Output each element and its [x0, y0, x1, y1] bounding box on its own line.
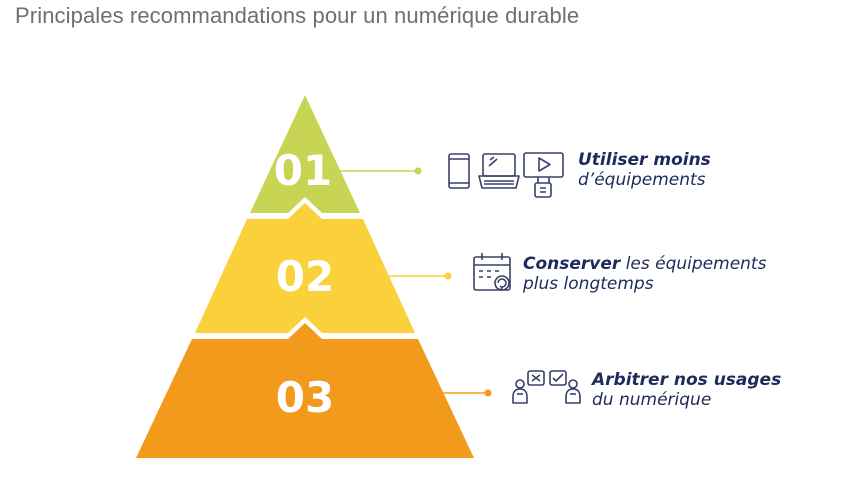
connector-3: [424, 389, 492, 397]
smartphone-icon: [448, 153, 470, 189]
page-title: Principales recommandations pour un numé…: [15, 3, 580, 28]
calendar-refresh-icon: [473, 253, 511, 291]
level-3-label: Arbitrer nos usages du numérique: [592, 370, 781, 410]
level-2-number: 02: [276, 252, 334, 301]
pyramid-level-2: [195, 203, 415, 333]
connector-2: [382, 272, 452, 280]
level-1-label-line2: d’équipements: [578, 170, 706, 190]
level-3-label-bold: Arbitrer nos usages: [592, 370, 782, 390]
monitor-play-icon: [523, 152, 564, 198]
level-1-label-bold: Utiliser moins: [578, 150, 711, 170]
level-2-label-bold: Conserver: [523, 254, 621, 274]
level-1-label: Utiliser moins d’équipements: [578, 150, 711, 190]
level-2-label-line2: plus longtemps: [523, 274, 654, 294]
pyramid-level-3: [136, 323, 474, 458]
laptop-icon: [478, 153, 520, 189]
level-1-number: 01: [274, 146, 332, 195]
level-3-number: 03: [276, 373, 334, 422]
level-3-label-line2: du numérique: [592, 390, 712, 410]
level-2-label: Conserver les équipements plus longtemps: [523, 254, 766, 294]
pyramid-level-1: [250, 95, 360, 213]
connector-1: [338, 167, 422, 175]
level-2-label-regular: les équipements: [620, 254, 767, 274]
choice-people-icon: [512, 370, 581, 404]
